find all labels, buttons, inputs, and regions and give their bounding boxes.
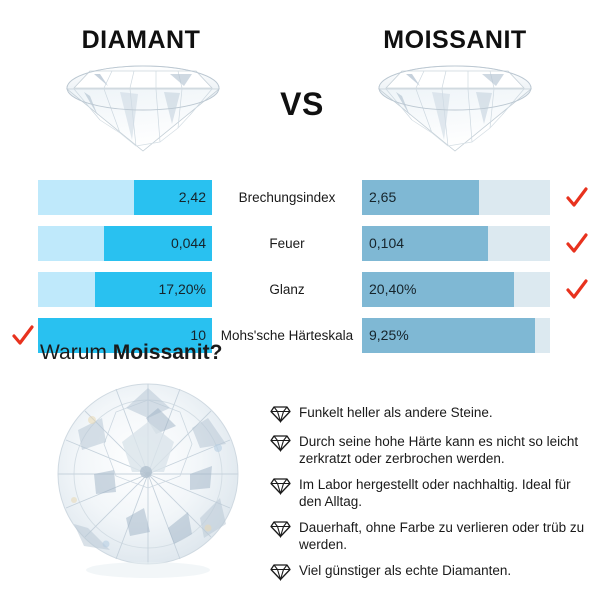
benefit-text: Viel günstiger als echte Diamanten. <box>299 563 512 578</box>
diamond-outline-icon <box>270 520 291 538</box>
moissanite-value: 2,65 <box>369 189 397 205</box>
list-item: Viel günstiger als echte Diamanten. <box>270 562 590 582</box>
diamond-outline-icon <box>270 563 291 581</box>
diamond-bar-track: 10 <box>38 318 212 353</box>
metric-label: Glanz <box>269 281 305 297</box>
diamond-column-title: DIAMANT <box>81 26 201 54</box>
checkmark-icon <box>566 233 588 255</box>
moissanite-bar-track: 2,65 <box>362 180 550 215</box>
header-section: DIAMANT MOISSANIT <box>0 0 600 175</box>
moissanite-bar-fill <box>362 318 535 353</box>
diamond-value: 2,42 <box>178 189 206 205</box>
diamond-value: 17,20% <box>158 281 206 297</box>
moissanite-value: 9,25% <box>369 327 409 343</box>
list-item: Im Labor hergestellt oder nachhaltig. Id… <box>270 476 590 510</box>
moissanite-value: 0,104 <box>369 235 405 251</box>
round-brilliant-diamond-top-view-icon <box>40 378 256 578</box>
diamond-outline-icon <box>270 434 291 452</box>
diamond-outline-icon <box>270 477 291 495</box>
diamond-bar-fill <box>133 180 212 215</box>
vs-label: VS <box>280 86 324 122</box>
diamond-bar-track: 0,044 <box>38 226 212 261</box>
moissanite-bar-track: 0,104 <box>362 226 550 261</box>
benefit-text: Funkelt heller als andere Steine. <box>299 405 493 420</box>
moissanite-bar-fill <box>362 180 479 215</box>
moissanite-column-title: MOISSANIT <box>383 26 527 54</box>
diamond-bar-fill <box>38 318 212 353</box>
checkmark-icon <box>566 279 588 301</box>
list-item: Dauerhaft, ohne Farbe zu verlieren oder … <box>270 519 590 553</box>
moissanite-bar-fill <box>362 226 488 261</box>
comparison-row: 17,20% Glanz 20,40% <box>0 272 600 307</box>
benefits-list: Funkelt heller als andere Steine. Durch … <box>270 404 590 591</box>
list-item: Funkelt heller als andere Steine. <box>270 404 590 424</box>
metric-label: Mohs'sche Härteskala <box>220 327 354 343</box>
comparison-row: 2,42 Brechungsindex 2,65 <box>0 180 600 215</box>
diamond-value: 10 <box>190 327 206 343</box>
metric-label: Feuer <box>269 235 305 251</box>
heading-light-part: Warum <box>40 341 113 364</box>
comparison-table: 2,42 Brechungsindex 2,65 0,044 Feuer 0,1… <box>0 180 600 353</box>
brilliant-cut-moissanite-side-view-icon <box>372 58 538 154</box>
benefit-text: Dauerhaft, ohne Farbe zu verlieren oder … <box>299 520 585 552</box>
diamond-value: 0,044 <box>170 235 206 251</box>
comparison-row: 10 Mohs'sche Härteskala 9,25% <box>0 318 600 353</box>
checkmark-icon <box>566 187 588 209</box>
moissanite-bar-fill <box>362 272 515 307</box>
comparison-row: 0,044 Feuer 0,104 <box>0 226 600 261</box>
diamond-bar-track: 17,20% <box>38 272 212 307</box>
why-moissanite-heading: Warum Moissanit? <box>40 341 222 365</box>
list-item: Durch seine hohe Härte kann es nicht so … <box>270 433 590 467</box>
metric-label: Brechungsindex <box>238 189 336 205</box>
diamond-outline-icon <box>270 405 291 423</box>
benefit-text: Im Labor hergestellt oder nachhaltig. Id… <box>299 477 571 509</box>
moissanite-value: 20,40% <box>369 281 417 297</box>
moissanite-bar-track: 20,40% <box>362 272 550 307</box>
brilliant-cut-diamond-side-view-icon <box>60 58 226 154</box>
heading-bold-part: Moissanit? <box>112 341 223 364</box>
diamond-bar-fill <box>104 226 212 261</box>
diamond-bar-fill <box>95 272 212 307</box>
checkmark-icon <box>12 325 34 347</box>
moissanite-bar-track: 9,25% <box>362 318 550 353</box>
benefit-text: Durch seine hohe Härte kann es nicht so … <box>299 434 579 466</box>
diamond-bar-track: 2,42 <box>38 180 212 215</box>
